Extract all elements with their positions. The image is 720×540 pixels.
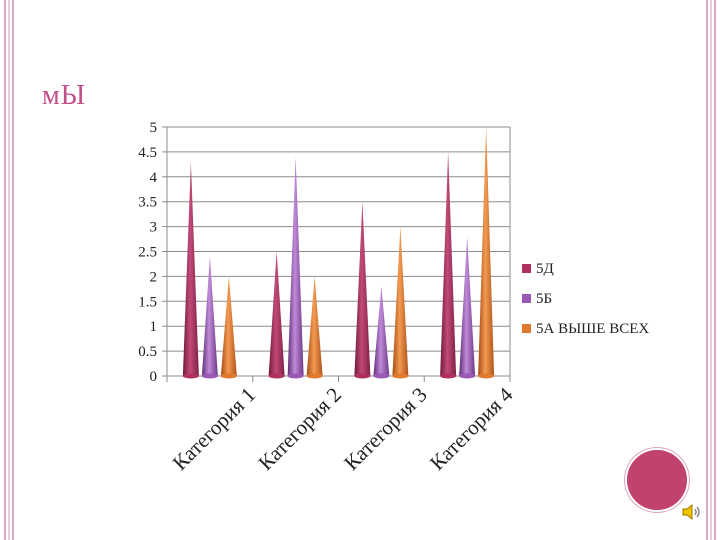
category-label: Категория 2 xyxy=(253,382,345,474)
category-label: Категория 4 xyxy=(425,382,518,475)
legend-swatch xyxy=(522,264,531,273)
bar-3-4 xyxy=(478,127,495,376)
y-tick-label: 4 xyxy=(150,170,158,186)
bar-base xyxy=(306,373,323,379)
bar-base xyxy=(287,373,304,379)
y-tick-label: 1.5 xyxy=(138,294,157,310)
legend-swatch xyxy=(522,324,531,333)
bar-base xyxy=(268,373,285,379)
bar-base xyxy=(392,373,409,379)
bar-base xyxy=(459,373,476,379)
y-tick-label: 4.5 xyxy=(138,145,157,161)
bar-base xyxy=(182,373,199,379)
bar-1-1 xyxy=(182,161,199,376)
circle-badge-icon xyxy=(625,448,689,512)
bar-2-3 xyxy=(373,286,390,376)
category-label: Категория 1 xyxy=(168,382,260,474)
bar-base xyxy=(354,373,371,379)
y-tick-label: 0 xyxy=(150,369,158,385)
bar-3-2 xyxy=(306,276,323,376)
bar-1-4 xyxy=(440,151,457,376)
y-tick-label: 5 xyxy=(150,120,158,136)
y-tick-label: 3 xyxy=(150,220,158,236)
bar-2-4 xyxy=(459,236,476,376)
bar-base xyxy=(220,373,237,379)
bar-base xyxy=(440,373,457,379)
speaker-icon[interactable] xyxy=(680,500,704,524)
category-label: Категория 3 xyxy=(339,382,431,474)
bar-base xyxy=(478,373,495,379)
legend-label: 5Б xyxy=(536,291,552,307)
y-tick-label: 2 xyxy=(150,269,158,285)
right-frame-border xyxy=(706,0,716,540)
y-tick-label: 1 xyxy=(150,319,158,335)
bar-2-1 xyxy=(201,256,218,376)
left-frame-border xyxy=(4,0,14,540)
y-tick-label: 3.5 xyxy=(138,195,157,211)
legend-label: 5А ВЫШЕ ВСЕХ xyxy=(536,321,649,337)
slide-title: мЫ xyxy=(42,80,87,111)
legend-swatch xyxy=(522,294,531,303)
legend-label: 5Д xyxy=(536,261,554,277)
bar-base xyxy=(201,373,218,379)
bar-2-2 xyxy=(287,156,304,376)
bar-1-2 xyxy=(268,251,285,376)
bar-base xyxy=(373,373,390,379)
y-tick-label: 2.5 xyxy=(138,245,157,261)
bar-1-3 xyxy=(354,201,371,376)
bar-3-3 xyxy=(392,226,409,376)
y-tick-label: 0.5 xyxy=(138,344,157,360)
bar-3-1 xyxy=(220,276,237,376)
